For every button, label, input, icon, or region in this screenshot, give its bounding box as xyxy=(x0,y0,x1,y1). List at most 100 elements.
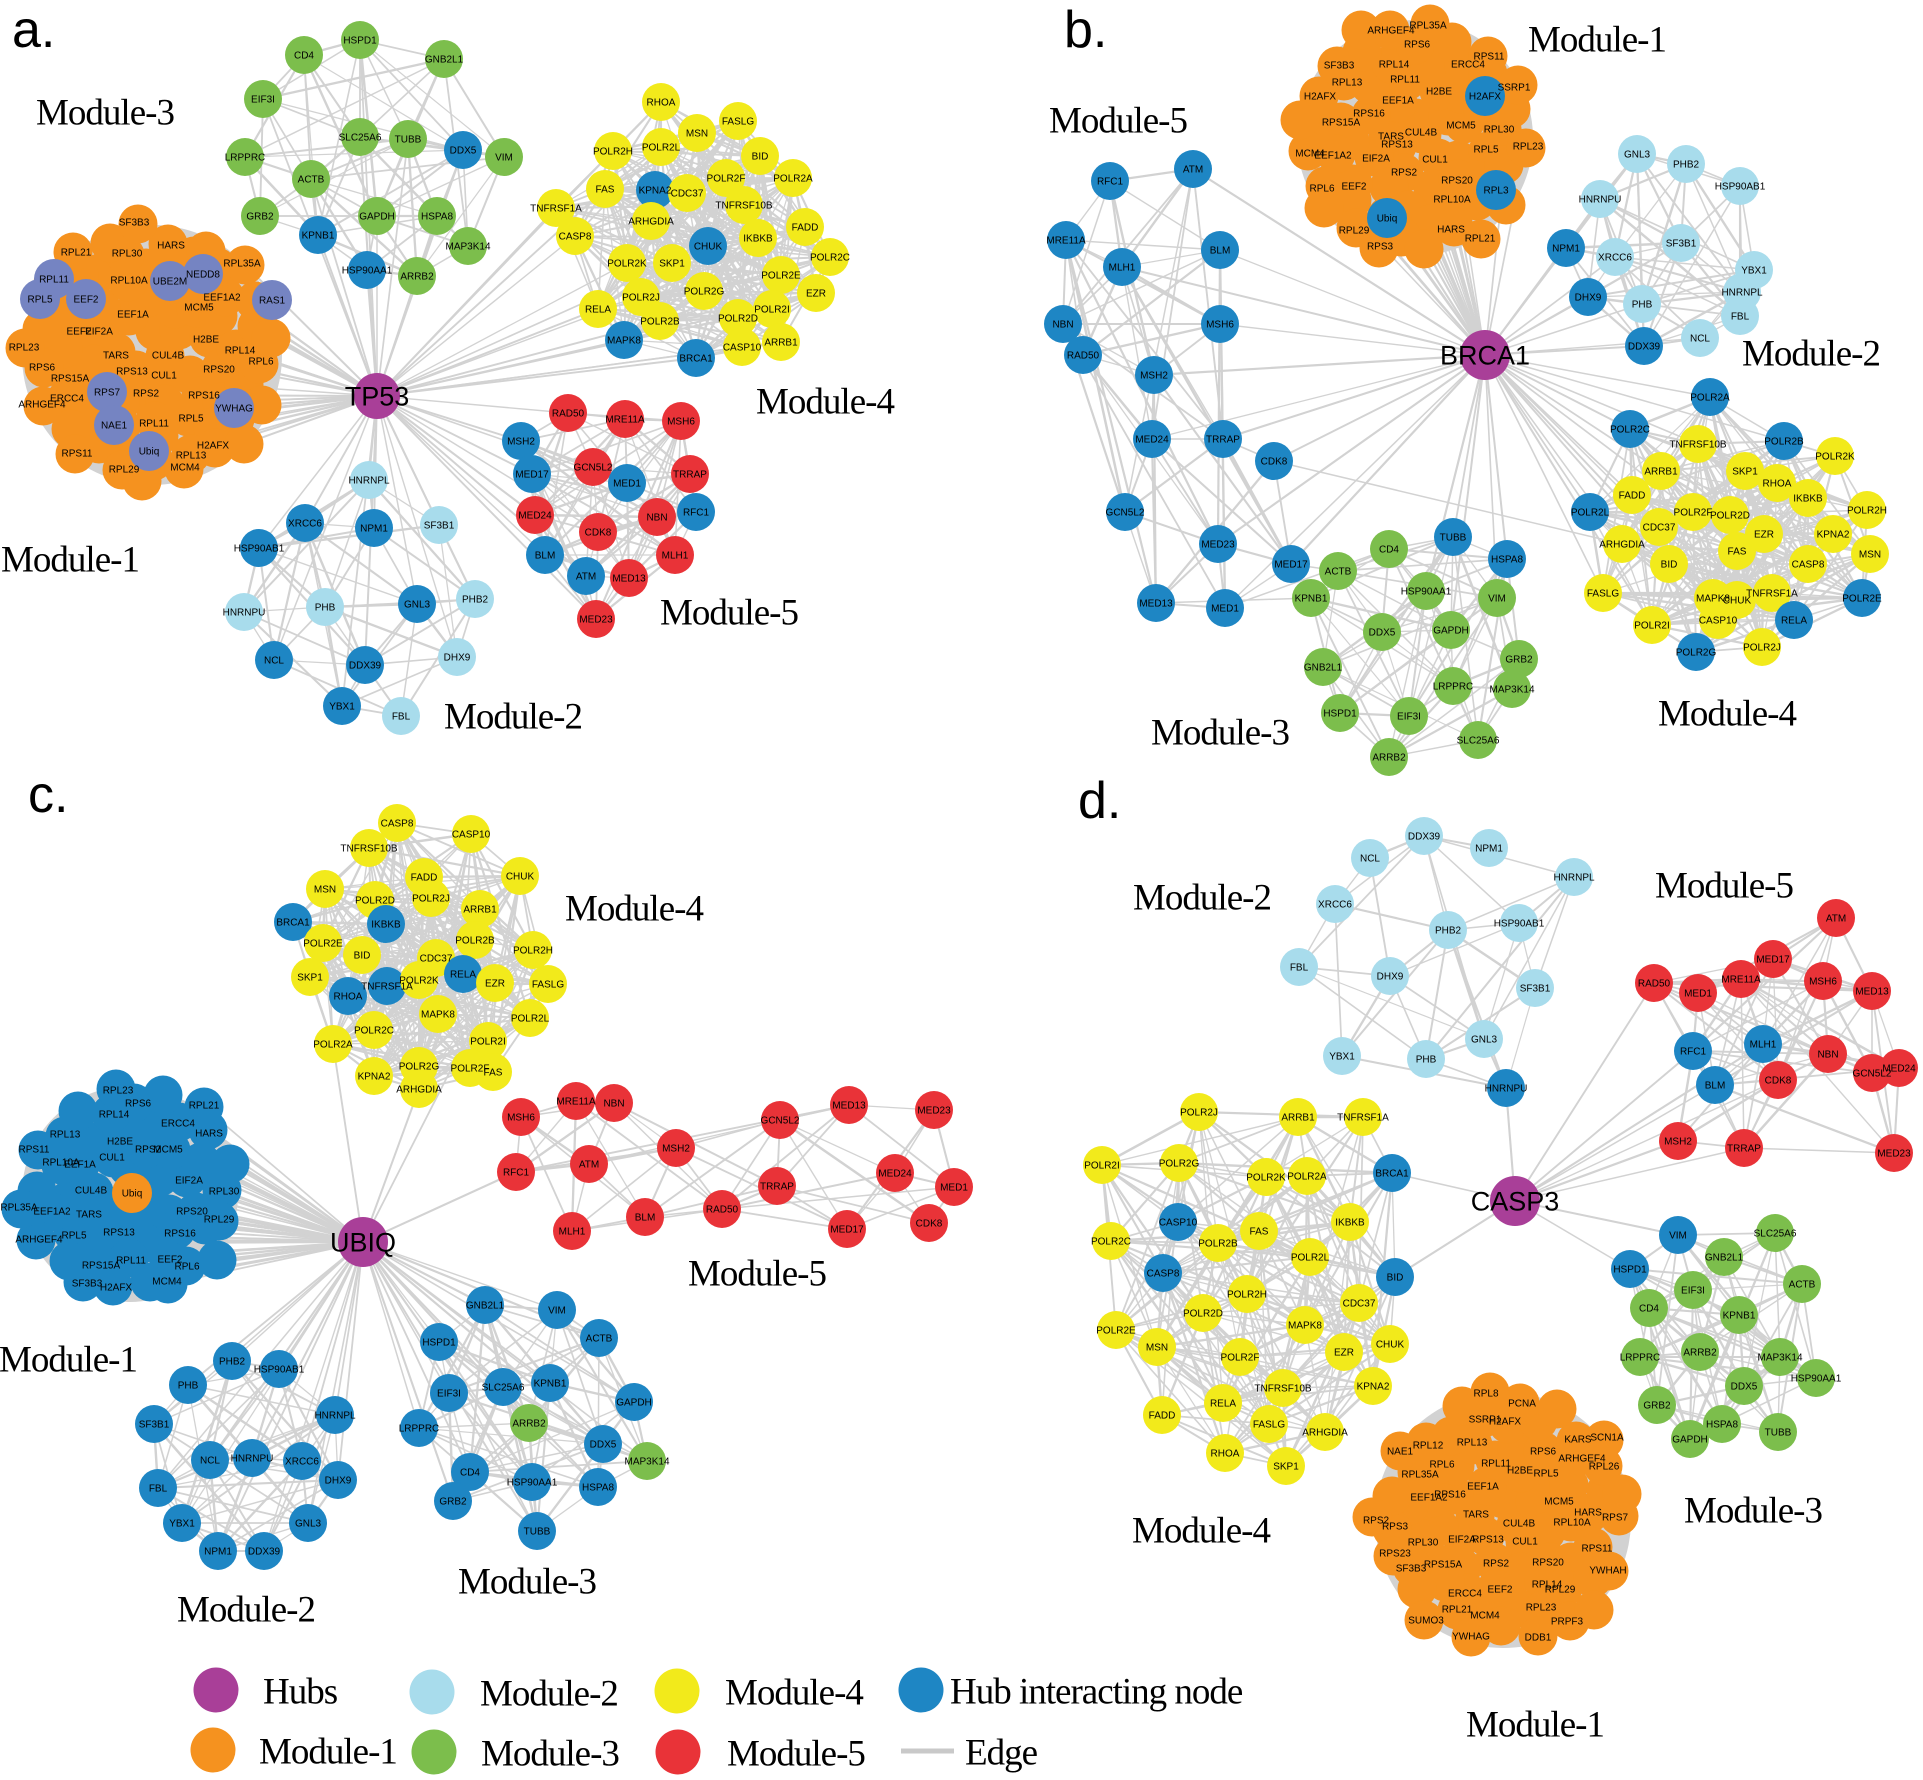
svg-text:YWHAH: YWHAH xyxy=(1589,1566,1626,1577)
svg-text:ACTB: ACTB xyxy=(298,175,325,186)
svg-text:Module-1: Module-1 xyxy=(1466,1704,1604,1745)
svg-text:MED24: MED24 xyxy=(1882,1064,1916,1075)
svg-text:RAD50: RAD50 xyxy=(552,409,585,420)
svg-text:POLR2C: POLR2C xyxy=(810,253,850,264)
svg-text:RPL23: RPL23 xyxy=(1526,1603,1557,1614)
svg-text:RPL6: RPL6 xyxy=(248,357,273,368)
svg-text:GAPDH: GAPDH xyxy=(1672,1435,1708,1446)
svg-text:GNL3: GNL3 xyxy=(1471,1035,1498,1046)
svg-text:CDC37: CDC37 xyxy=(1643,523,1676,534)
svg-text:H2AFX: H2AFX xyxy=(100,1283,133,1294)
svg-text:GRB2: GRB2 xyxy=(246,212,274,223)
svg-text:TARS: TARS xyxy=(103,351,129,362)
svg-text:GAPDH: GAPDH xyxy=(1433,626,1469,637)
svg-text:HSPA8: HSPA8 xyxy=(1706,1420,1738,1431)
svg-text:MAPK8: MAPK8 xyxy=(421,1010,455,1021)
svg-text:BRCA1: BRCA1 xyxy=(276,918,310,929)
svg-text:b.: b. xyxy=(1064,1,1107,59)
svg-text:TNFRSF10B: TNFRSF10B xyxy=(1254,1384,1312,1395)
svg-text:Hubs: Hubs xyxy=(263,1671,338,1712)
svg-text:RPL30: RPL30 xyxy=(1484,125,1515,136)
svg-text:RPS20: RPS20 xyxy=(1441,176,1473,187)
svg-text:EEF2: EEF2 xyxy=(73,295,98,306)
svg-text:ATM: ATM xyxy=(576,572,596,583)
svg-text:POLR2J: POLR2J xyxy=(412,894,450,905)
svg-text:RHOA: RHOA xyxy=(1211,1449,1240,1460)
svg-text:HNRNPU: HNRNPU xyxy=(1579,195,1622,206)
svg-text:BRCA1: BRCA1 xyxy=(1440,341,1530,371)
svg-text:MCM4: MCM4 xyxy=(1295,149,1325,160)
svg-text:Module-1: Module-1 xyxy=(259,1731,397,1772)
svg-text:RPL10A: RPL10A xyxy=(42,1158,80,1169)
svg-text:FBL: FBL xyxy=(392,712,411,723)
svg-text:HARS: HARS xyxy=(195,1129,223,1140)
svg-text:SKP1: SKP1 xyxy=(297,973,323,984)
svg-text:Edge: Edge xyxy=(965,1732,1038,1773)
svg-text:Module-2: Module-2 xyxy=(177,1589,315,1630)
svg-text:RPS15A: RPS15A xyxy=(82,1261,121,1272)
svg-text:MCM5: MCM5 xyxy=(1544,1497,1574,1508)
svg-text:POLR2K: POLR2K xyxy=(607,259,647,270)
svg-text:ARHGDIA: ARHGDIA xyxy=(1302,1428,1348,1439)
svg-text:SF3B3: SF3B3 xyxy=(1396,1564,1427,1575)
svg-text:RHOA: RHOA xyxy=(647,98,676,109)
svg-text:MED17: MED17 xyxy=(1274,560,1308,571)
svg-text:EIF2A: EIF2A xyxy=(175,1176,203,1187)
svg-text:EEF1A: EEF1A xyxy=(117,310,149,321)
svg-text:POLR2B: POLR2B xyxy=(1764,437,1804,448)
svg-text:POLR2J: POLR2J xyxy=(1743,643,1781,654)
svg-text:POLR2C: POLR2C xyxy=(1610,425,1650,436)
svg-text:PHB2: PHB2 xyxy=(462,595,489,606)
svg-text:CD4: CD4 xyxy=(294,51,314,62)
svg-text:POLR2A: POLR2A xyxy=(773,174,813,185)
svg-text:DHX9: DHX9 xyxy=(1377,972,1404,983)
svg-text:BRCA1: BRCA1 xyxy=(679,354,713,365)
svg-text:HNRNPL: HNRNPL xyxy=(314,1411,356,1422)
svg-text:PHB: PHB xyxy=(1632,300,1653,311)
svg-text:Module-4: Module-4 xyxy=(725,1672,863,1713)
svg-text:RAD50: RAD50 xyxy=(1067,351,1100,362)
svg-text:NBN: NBN xyxy=(646,513,667,524)
svg-text:RPS20: RPS20 xyxy=(1532,1558,1564,1569)
svg-text:BRCA1: BRCA1 xyxy=(1375,1169,1409,1180)
svg-text:PHB2: PHB2 xyxy=(219,1357,246,1368)
svg-text:ACTB: ACTB xyxy=(586,1334,613,1345)
svg-text:SLC25A6: SLC25A6 xyxy=(339,133,382,144)
svg-text:Module-1: Module-1 xyxy=(1,539,139,580)
svg-text:BID: BID xyxy=(752,152,769,163)
svg-text:CDK8: CDK8 xyxy=(1261,457,1288,468)
svg-text:RPS13: RPS13 xyxy=(103,1228,135,1239)
svg-text:TRRAP: TRRAP xyxy=(760,1182,794,1193)
svg-text:NPM1: NPM1 xyxy=(204,1547,232,1558)
svg-text:YWHAG: YWHAG xyxy=(1452,1632,1490,1643)
svg-text:ARRB2: ARRB2 xyxy=(512,1419,546,1430)
svg-text:RPL5: RPL5 xyxy=(1473,145,1498,156)
svg-text:EIF2A: EIF2A xyxy=(1362,154,1390,165)
svg-text:CDK8: CDK8 xyxy=(916,1219,943,1230)
svg-text:TARS: TARS xyxy=(1378,132,1404,143)
svg-text:CHUK: CHUK xyxy=(1376,1340,1405,1351)
svg-text:NBN: NBN xyxy=(1052,320,1073,331)
svg-text:MAP3K14: MAP3K14 xyxy=(445,242,490,253)
svg-text:MED23: MED23 xyxy=(1201,540,1235,551)
svg-text:FADD: FADD xyxy=(1619,491,1646,502)
svg-text:XRCC6: XRCC6 xyxy=(288,519,322,530)
svg-text:NEDD8: NEDD8 xyxy=(186,270,220,281)
svg-text:Module-5: Module-5 xyxy=(660,592,798,633)
svg-text:RHOA: RHOA xyxy=(1763,479,1792,490)
svg-text:RPS13: RPS13 xyxy=(116,367,148,378)
svg-text:HSPD1: HSPD1 xyxy=(343,36,377,47)
svg-text:VIM: VIM xyxy=(495,153,513,164)
svg-text:CDC37: CDC37 xyxy=(671,189,704,200)
svg-text:MED23: MED23 xyxy=(579,615,613,626)
svg-text:FAS: FAS xyxy=(596,185,615,196)
svg-text:TARS: TARS xyxy=(1463,1510,1489,1521)
svg-text:CD4: CD4 xyxy=(1379,545,1399,556)
svg-text:POLR2K: POLR2K xyxy=(1815,452,1855,463)
svg-text:POLR2K: POLR2K xyxy=(399,976,439,987)
svg-text:RPL13: RPL13 xyxy=(50,1130,81,1141)
svg-text:CASP8: CASP8 xyxy=(381,819,414,830)
svg-text:RPL5: RPL5 xyxy=(1533,1469,1558,1480)
svg-text:POLR2B: POLR2B xyxy=(640,317,680,328)
svg-text:CDC37: CDC37 xyxy=(420,954,453,965)
